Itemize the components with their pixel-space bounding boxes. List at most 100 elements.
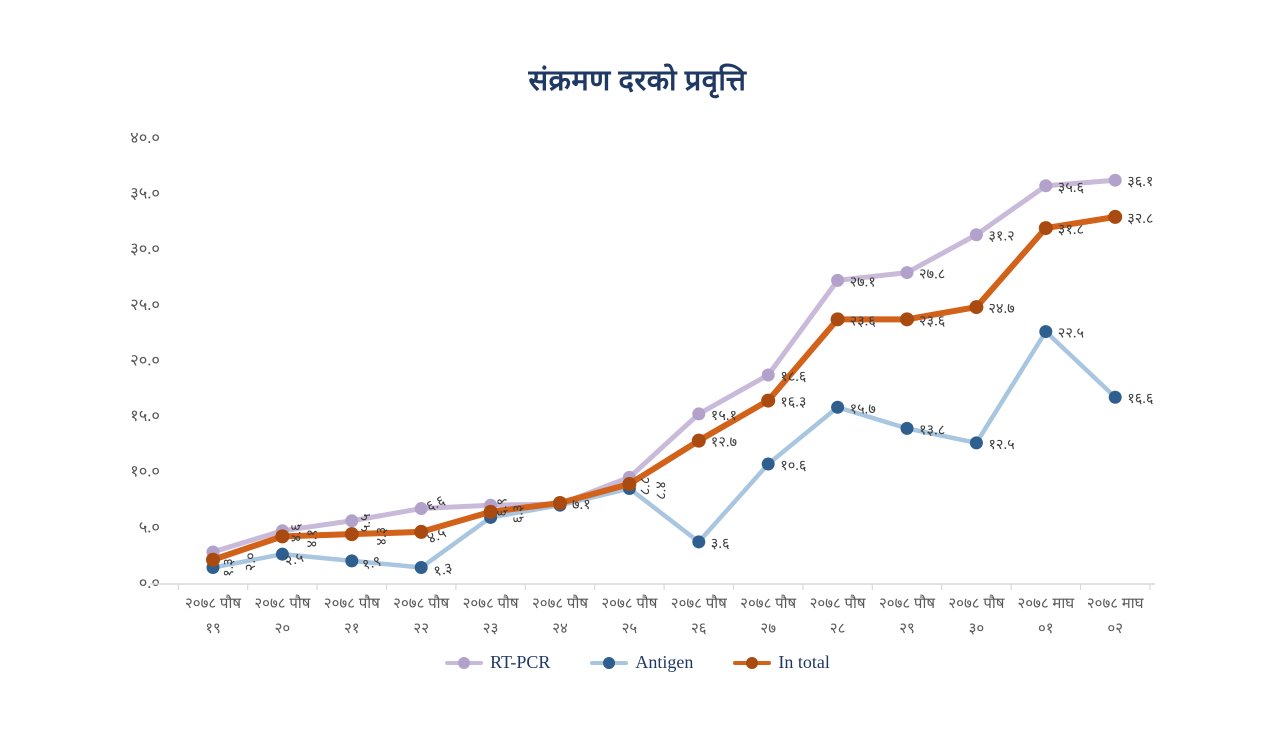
data-point-marker bbox=[969, 228, 983, 242]
data-label: ६.६ bbox=[424, 493, 448, 515]
data-label: १.९ bbox=[361, 553, 383, 573]
data-point-marker bbox=[414, 502, 428, 516]
data-point-marker bbox=[1108, 209, 1123, 224]
data-label: ३१.८ bbox=[1058, 222, 1084, 238]
y-axis-tick-label: २५.० bbox=[130, 295, 160, 314]
x-axis-label-month: २०७८ पौष bbox=[185, 594, 241, 612]
x-axis-label-month: २०७८ पौष bbox=[879, 594, 935, 612]
legend-label: RT-PCR bbox=[490, 652, 551, 672]
data-label: १५.१ bbox=[711, 408, 737, 424]
x-axis-label-month: २०७८ पौष bbox=[948, 594, 1004, 612]
data-label: ३५.६ bbox=[1058, 180, 1084, 196]
series-line-in-total bbox=[210, 213, 1119, 563]
x-axis-label-month: २०७८ माघ bbox=[1087, 596, 1145, 612]
y-axis-tick-label: ३५.० bbox=[130, 183, 160, 202]
y-axis-tick-label: १०.० bbox=[130, 462, 160, 481]
data-label: ४.३ bbox=[374, 527, 390, 546]
data-point-marker bbox=[900, 266, 914, 280]
data-point-marker bbox=[969, 436, 983, 450]
data-point-marker bbox=[483, 504, 498, 519]
data-label: ४.५ bbox=[425, 525, 449, 547]
data-label: १२.५ bbox=[988, 437, 1014, 453]
data-label: २३.६ bbox=[850, 313, 876, 329]
data-label: ३१.२ bbox=[988, 229, 1014, 245]
data-point-marker bbox=[692, 407, 706, 421]
data-point-marker bbox=[414, 524, 429, 539]
data-label: २७.१ bbox=[850, 274, 876, 290]
legend-marker-icon bbox=[445, 656, 484, 669]
data-point-marker bbox=[830, 312, 845, 327]
data-label: ७.१ bbox=[572, 497, 591, 513]
data-point-marker bbox=[1038, 221, 1053, 236]
data-label: २३.६ bbox=[919, 313, 945, 329]
x-axis-label-day: २४ bbox=[552, 621, 568, 637]
data-point-marker bbox=[900, 312, 914, 327]
data-point-marker bbox=[622, 477, 637, 492]
data-label: ४.६ bbox=[288, 523, 304, 542]
data-label: ८.४ bbox=[653, 481, 669, 500]
x-axis-label-month: २०७८ पौष bbox=[463, 594, 519, 612]
x-axis-label-day: २२ bbox=[413, 621, 429, 637]
x-axis-label-day: २८ bbox=[830, 621, 846, 637]
data-point-marker bbox=[345, 554, 359, 568]
data-label: १.३ bbox=[432, 560, 454, 580]
data-point-marker bbox=[206, 552, 220, 567]
data-label: ६.३ bbox=[511, 505, 527, 524]
data-point-marker bbox=[969, 300, 984, 315]
data-point-marker bbox=[761, 368, 775, 382]
x-axis-label-month: २०७८ पौष bbox=[601, 594, 657, 612]
data-point-marker bbox=[414, 561, 428, 575]
data-label: १६.३ bbox=[780, 395, 806, 411]
x-axis-label-month: २०७८ माघ bbox=[1017, 596, 1075, 612]
x-axis-label-day: २६ bbox=[691, 621, 707, 637]
data-label: १०.६ bbox=[780, 458, 806, 474]
legend-item-antigen: Antigen bbox=[590, 652, 693, 673]
data-point-marker bbox=[761, 457, 775, 471]
data-point-marker bbox=[900, 421, 914, 435]
data-label: ३२.८ bbox=[1127, 211, 1153, 227]
legend-item-rt-pcr: RT-PCR bbox=[445, 652, 550, 673]
x-axis-label-month: २०७८ पौष bbox=[810, 594, 866, 612]
chart-title: संक्रमण दरको प्रवृत्ति bbox=[528, 65, 747, 97]
data-point-marker bbox=[1039, 179, 1053, 193]
x-axis-label-day: २१ bbox=[344, 621, 360, 637]
data-label: २४.७ bbox=[988, 301, 1014, 317]
y-axis-tick-label: ०.० bbox=[139, 573, 160, 592]
x-axis-label-day: २५ bbox=[622, 621, 638, 637]
data-point-marker bbox=[1039, 325, 1053, 339]
y-axis-tick-label: १५.० bbox=[130, 406, 160, 425]
data-label: ३.६ bbox=[711, 536, 730, 552]
x-axis-label-day: २७ bbox=[760, 621, 776, 637]
chart-legend: RT-PCR Antigen In total bbox=[0, 652, 1275, 673]
data-point-marker bbox=[275, 547, 289, 561]
data-point-marker bbox=[831, 400, 845, 414]
data-label: १५.७ bbox=[850, 401, 876, 417]
legend-label: Antigen bbox=[635, 652, 694, 672]
data-point-marker bbox=[692, 535, 706, 549]
data-label: २.५ bbox=[283, 550, 305, 570]
data-label: ४.१ bbox=[304, 529, 320, 548]
y-axis-tick-label: ४०.० bbox=[130, 128, 160, 147]
data-label: १८.६ bbox=[780, 369, 806, 385]
x-axis-label-day: ०१ bbox=[1038, 621, 1054, 637]
data-point-marker bbox=[1108, 390, 1122, 404]
data-point-marker bbox=[553, 495, 567, 510]
x-axis-label-month: २०७८ पौष bbox=[393, 594, 449, 612]
data-point-marker bbox=[831, 273, 845, 287]
data-label: १६.६ bbox=[1127, 391, 1153, 407]
legend-label: In total bbox=[778, 652, 830, 672]
data-point-marker bbox=[761, 393, 776, 408]
x-axis-label-month: २०७८ पौष bbox=[532, 594, 588, 612]
data-point-marker bbox=[691, 433, 706, 448]
data-point-marker bbox=[344, 527, 359, 542]
legend-marker-icon bbox=[590, 656, 629, 669]
x-axis-label-month: २०७८ पौष bbox=[254, 594, 310, 612]
data-label: २२.५ bbox=[1058, 326, 1084, 342]
x-axis-label-day: २० bbox=[275, 621, 291, 637]
x-axis-label-month: २०७८ पौष bbox=[671, 594, 727, 612]
series-line-antigen bbox=[210, 329, 1118, 570]
data-point-marker bbox=[1108, 173, 1122, 187]
data-label: १.३ bbox=[221, 558, 237, 577]
series-line-rt-pcr bbox=[210, 177, 1118, 555]
